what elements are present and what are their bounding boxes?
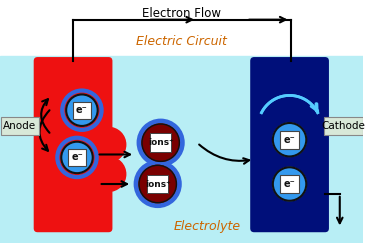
Bar <box>73 101 90 119</box>
Text: e⁻: e⁻ <box>76 105 88 115</box>
FancyBboxPatch shape <box>34 57 113 232</box>
Circle shape <box>273 167 306 201</box>
FancyBboxPatch shape <box>324 117 363 135</box>
Text: Electric Circuit: Electric Circuit <box>136 35 227 48</box>
FancyBboxPatch shape <box>250 57 329 232</box>
Text: ions⁺: ions⁺ <box>145 180 170 188</box>
Circle shape <box>273 123 306 157</box>
Ellipse shape <box>91 127 126 162</box>
Bar <box>148 175 168 193</box>
Ellipse shape <box>91 157 126 191</box>
Text: Electron Flow: Electron Flow <box>142 7 221 20</box>
FancyBboxPatch shape <box>1 117 39 135</box>
Text: e⁻: e⁻ <box>71 152 83 162</box>
Bar <box>280 131 299 149</box>
Text: Electrolyte: Electrolyte <box>173 220 241 233</box>
Bar <box>280 175 299 193</box>
Text: e⁻: e⁻ <box>284 135 296 145</box>
Circle shape <box>61 142 93 173</box>
Circle shape <box>66 95 98 126</box>
Text: ions⁺: ions⁺ <box>148 138 173 147</box>
Circle shape <box>139 165 176 203</box>
Bar <box>68 149 86 166</box>
Bar <box>0 56 363 243</box>
Text: Anode: Anode <box>3 121 37 131</box>
Circle shape <box>142 124 179 161</box>
Bar <box>151 133 171 152</box>
Text: e⁻: e⁻ <box>284 179 296 189</box>
Text: Cathode: Cathode <box>322 121 366 131</box>
